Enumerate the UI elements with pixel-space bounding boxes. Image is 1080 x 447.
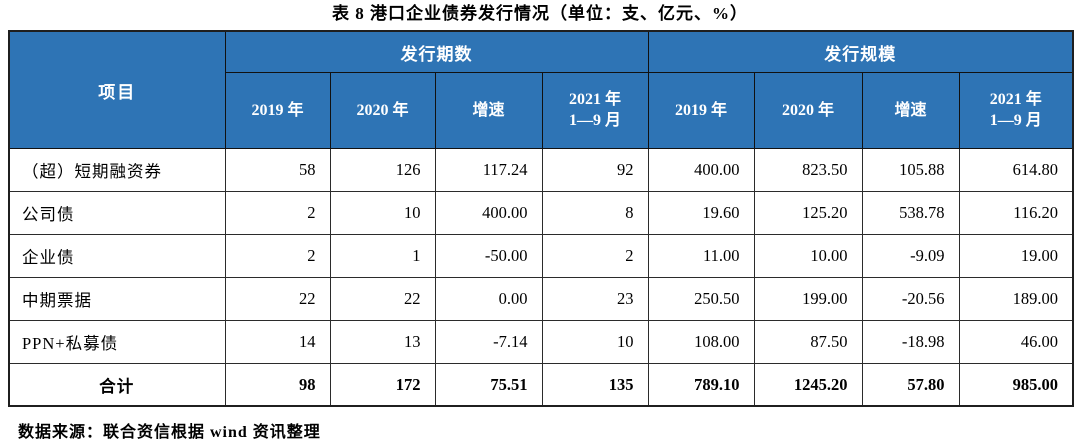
- cell-value: 250.50: [647, 276, 755, 321]
- cell-value: 92: [541, 147, 649, 192]
- cell-value: 1245.20: [753, 362, 863, 407]
- table-row: 公司债 2 10 400.00 8 19.60 125.20 538.78 116.20: [8, 190, 1074, 235]
- column-header-1: 2020 年: [329, 71, 436, 149]
- table-row: PPN+私募债 14 13 -7.14 10 108.00 87.50 -18.98 46.00: [8, 319, 1074, 364]
- table-body: （超）短期融资券 58 126 117.24 92 400.00 823.50 105.88 6…: [8, 147, 1074, 407]
- cell-value: 189.00: [958, 276, 1074, 321]
- column-header-4: 2019 年: [647, 71, 755, 149]
- cell-value: 2: [224, 233, 331, 278]
- group-header-row: 项目 发行期数 发行规模: [8, 30, 1074, 149]
- cell-value: 614.80: [958, 147, 1074, 192]
- cell-value: 75.51: [434, 362, 543, 407]
- cell-value: 10.00: [753, 233, 863, 278]
- cell-value: 23: [541, 276, 649, 321]
- cell-value: 117.24: [434, 147, 543, 192]
- table-title: 表 8 港口企业债券发行情况（单位：支、亿元、%）: [332, 4, 748, 23]
- row-label: 合计: [8, 362, 226, 407]
- cell-value: 1: [329, 233, 436, 278]
- table-row: 企业债 2 1 -50.00 2 11.00 10.00 -9.09 19.00: [8, 233, 1074, 278]
- cell-value: 10: [329, 190, 436, 235]
- data-source-note: 数据来源：联合资信根据 wind 资讯整理: [18, 424, 321, 442]
- cell-value: 87.50: [753, 319, 863, 364]
- cell-value: 19.00: [958, 233, 1074, 278]
- cell-value: 400.00: [434, 190, 543, 235]
- cell-value: -50.00: [434, 233, 543, 278]
- column-header-0: 2019 年: [224, 71, 331, 149]
- cell-value: 105.88: [861, 147, 960, 192]
- cell-value: 8: [541, 190, 649, 235]
- column-header-2: 增速: [434, 71, 543, 149]
- cell-value: 13: [329, 319, 436, 364]
- cell-value: 985.00: [958, 362, 1074, 407]
- cell-value: 135: [541, 362, 649, 407]
- cell-value: 108.00: [647, 319, 755, 364]
- cell-value: 538.78: [861, 190, 960, 235]
- cell-value: 10: [541, 319, 649, 364]
- cell-value: 172: [329, 362, 436, 407]
- row-label: 中期票据: [8, 276, 226, 321]
- cell-value: 46.00: [958, 319, 1074, 364]
- cell-value: 14: [224, 319, 331, 364]
- cell-value: 126: [329, 147, 436, 192]
- cell-value: 116.20: [958, 190, 1074, 235]
- row-label: 公司债: [8, 190, 226, 235]
- cell-value: -7.14: [434, 319, 543, 364]
- cell-value: 0.00: [434, 276, 543, 321]
- cell-value: 125.20: [753, 190, 863, 235]
- cell-value: -18.98: [861, 319, 960, 364]
- table-row: 中期票据 22 22 0.00 23 250.50 199.00 -20.56 189.00: [8, 276, 1074, 321]
- column-header-6: 增速: [861, 71, 960, 149]
- cell-value: 789.10: [647, 362, 755, 407]
- row-label: PPN+私募债: [8, 319, 226, 364]
- row-label: 企业债: [8, 233, 226, 278]
- cell-value: 98: [224, 362, 331, 407]
- column-header-5: 2020 年: [753, 71, 863, 149]
- cell-value: 22: [329, 276, 436, 321]
- table-row: 合计 98 172 75.51 135 789.10 1245.20 57.80 985.00: [8, 362, 1074, 407]
- cell-value: 400.00: [647, 147, 755, 192]
- column-header-3: 2021 年 1—9 月: [541, 71, 649, 149]
- table-row: （超）短期融资券 58 126 117.24 92 400.00 823.50 105.88 6…: [8, 147, 1074, 192]
- row-label: （超）短期融资券: [8, 147, 226, 192]
- cell-value: 19.60: [647, 190, 755, 235]
- cell-value: 823.50: [753, 147, 863, 192]
- cell-value: 57.80: [861, 362, 960, 407]
- cell-value: 22: [224, 276, 331, 321]
- cell-value: 2: [541, 233, 649, 278]
- cell-value: 11.00: [647, 233, 755, 278]
- cell-value: -9.09: [861, 233, 960, 278]
- cell-value: 2: [224, 190, 331, 235]
- column-group-issue-count: 发行期数: [224, 30, 649, 73]
- column-header-item: 项目: [8, 30, 226, 149]
- cell-value: 199.00: [753, 276, 863, 321]
- column-header-7: 2021 年 1—9 月: [958, 71, 1074, 149]
- sub-header-row: 2019 年 2020 年增速 2021 年 1—9 月 2019 年 2020 年增速…: [9, 71, 1074, 149]
- cell-value: 58: [224, 147, 331, 192]
- cell-value: -20.56: [861, 276, 960, 321]
- column-group-issue-scale: 发行规模: [647, 30, 1074, 73]
